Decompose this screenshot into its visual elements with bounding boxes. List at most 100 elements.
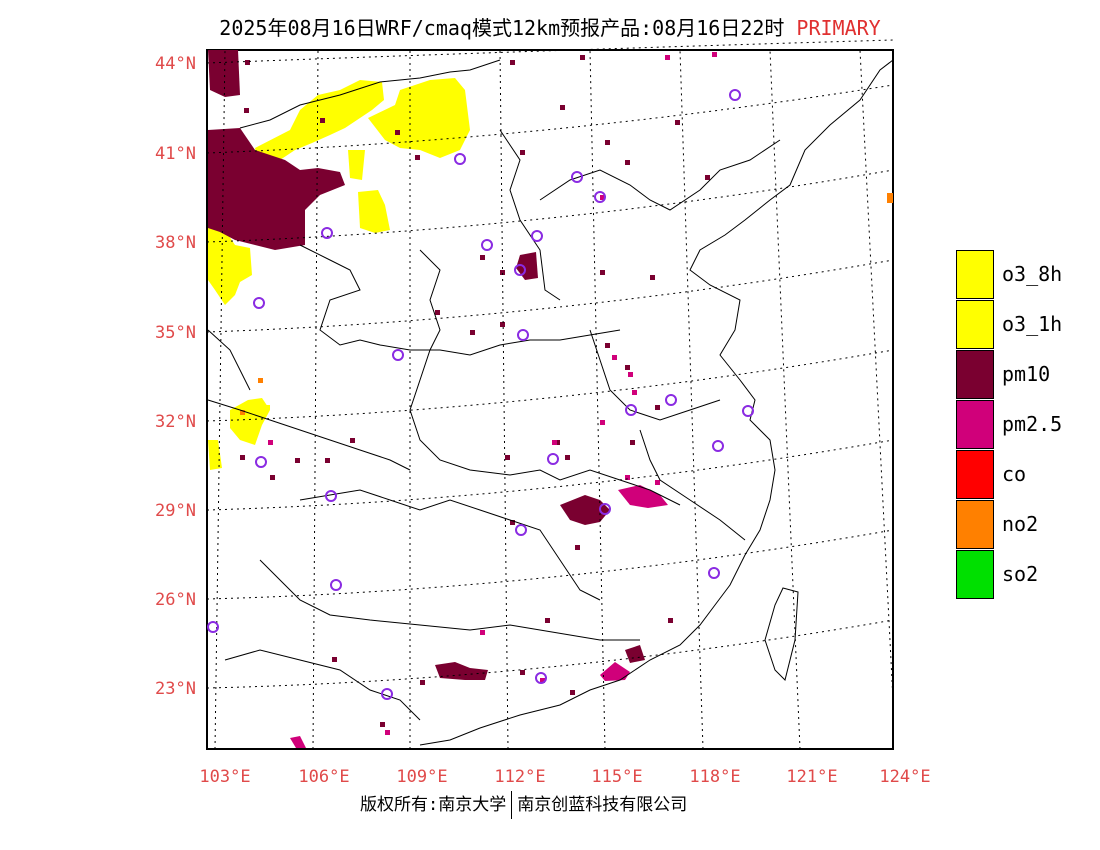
station-marker <box>571 171 583 183</box>
station-marker <box>547 453 559 465</box>
pollution-cell <box>600 270 605 275</box>
o3-region-sichuan2 <box>208 440 222 470</box>
footer-separator <box>511 791 513 819</box>
pollution-cell <box>650 275 655 280</box>
province-line1 <box>299 244 621 356</box>
pollution-cell <box>332 657 337 662</box>
legend-swatch <box>956 399 994 449</box>
lat-label: 26°N <box>155 590 196 610</box>
station-marker <box>531 230 543 242</box>
pm10-region-hebei <box>516 252 538 280</box>
pollution-cell <box>565 455 570 460</box>
legend-label: pm2.5 <box>1002 412 1063 436</box>
map-title: 2025年08月16日WRF/cmaq模式12km预报产品:08月16日22时 P… <box>0 12 1100 41</box>
legend-item: o3_8h <box>956 249 1062 299</box>
pollution-cell <box>268 440 273 445</box>
legend-swatch <box>956 299 994 349</box>
pollution-cell <box>258 378 263 383</box>
pollution-cell <box>625 365 630 370</box>
station-marker <box>594 191 606 203</box>
copyright-company: 南京创蓝科技有限公司 <box>517 795 688 815</box>
legend: o3_8h o3_1h pm10 pm2.5 co no2 so2 <box>956 249 1062 599</box>
station-marker <box>517 329 529 341</box>
lon-label: 118°E <box>689 767 740 787</box>
pollution-cell <box>605 343 610 348</box>
pm10-region-hunan <box>560 495 610 525</box>
station-marker <box>535 672 547 684</box>
lon-label: 115°E <box>591 767 642 787</box>
pm10-region-top <box>208 50 240 97</box>
pollution-cell <box>612 355 617 360</box>
legend-swatch <box>956 499 994 549</box>
station-marker <box>742 405 754 417</box>
legend-swatch <box>956 549 994 599</box>
lon-label: 124°E <box>879 767 930 787</box>
legend-label: o3_1h <box>1002 312 1063 336</box>
pollution-cell <box>395 130 400 135</box>
station-marker <box>207 621 219 633</box>
o3-region-inner-mongolia <box>255 80 384 165</box>
legend-label: o3_8h <box>1002 262 1063 286</box>
copyright-footer: 版权所有:南京大学 南京创蓝科技有限公司 <box>360 790 687 819</box>
province-line9 <box>207 399 411 471</box>
pollution-cell <box>628 372 633 377</box>
legend-label: no2 <box>1002 512 1039 536</box>
station-marker <box>454 153 466 165</box>
copyright-owner: 版权所有:南京大学 <box>360 795 507 815</box>
pollution-cell <box>480 255 485 260</box>
o3-region-small2 <box>348 150 365 180</box>
legend-swatch <box>956 249 994 299</box>
pollution-cell <box>625 160 630 165</box>
pm25-region-jiangxi <box>618 485 668 508</box>
pollution-cell <box>420 680 425 685</box>
station-markers <box>207 89 754 700</box>
legend-label: so2 <box>1002 562 1039 586</box>
pollution-cell <box>520 150 525 155</box>
station-marker <box>599 503 611 515</box>
pm25-region-guangdong <box>600 662 630 681</box>
legend-swatch <box>956 349 994 399</box>
legend-item: pm2.5 <box>956 399 1062 449</box>
pollution-cell <box>712 52 717 57</box>
legend-label: pm10 <box>1002 362 1051 386</box>
pollution-cell <box>240 455 245 460</box>
lon-label: 103°E <box>199 767 250 787</box>
legend-item: pm10 <box>956 349 1062 399</box>
coastline <box>419 59 894 746</box>
pollution-cell <box>500 270 505 275</box>
province-line6 <box>539 139 781 211</box>
province-line3 <box>299 489 601 601</box>
legend-item: o3_1h <box>956 299 1062 349</box>
pollution-cell <box>325 458 330 463</box>
lat-label: 35°N <box>155 323 196 343</box>
pollution-cell <box>655 480 660 485</box>
pollution-cell <box>632 390 637 395</box>
legend-swatch <box>956 449 994 499</box>
station-marker <box>381 688 393 700</box>
pollution-cell <box>555 440 560 445</box>
province-line4 <box>259 559 640 641</box>
pollution-cell <box>415 155 420 160</box>
latitude-labels: 44°N 41°N 38°N 35°N 32°N 29°N 26°N 23°N <box>155 54 196 699</box>
title-tag: PRIMARY <box>796 16 881 40</box>
lat-label: 32°N <box>155 412 196 432</box>
pollution-cell <box>580 55 585 60</box>
pollution-cell <box>435 310 440 315</box>
boundaries <box>207 59 894 746</box>
station-marker <box>325 490 337 502</box>
pollution-cell <box>600 195 605 200</box>
pollution-cell <box>244 108 249 113</box>
station-marker <box>392 349 404 361</box>
lon-label: 121°E <box>786 767 837 787</box>
pollution-cell <box>240 410 245 415</box>
province-line7 <box>589 329 721 421</box>
o3-region-gansu <box>208 225 252 305</box>
pollution-cell <box>505 455 510 460</box>
legend-label: co <box>1002 462 1027 486</box>
pollution-cell <box>630 440 635 445</box>
pollution-cell <box>480 630 485 635</box>
pollution-cell <box>500 322 505 327</box>
station-marker <box>321 227 333 239</box>
lat-label: 23°N <box>155 679 196 699</box>
